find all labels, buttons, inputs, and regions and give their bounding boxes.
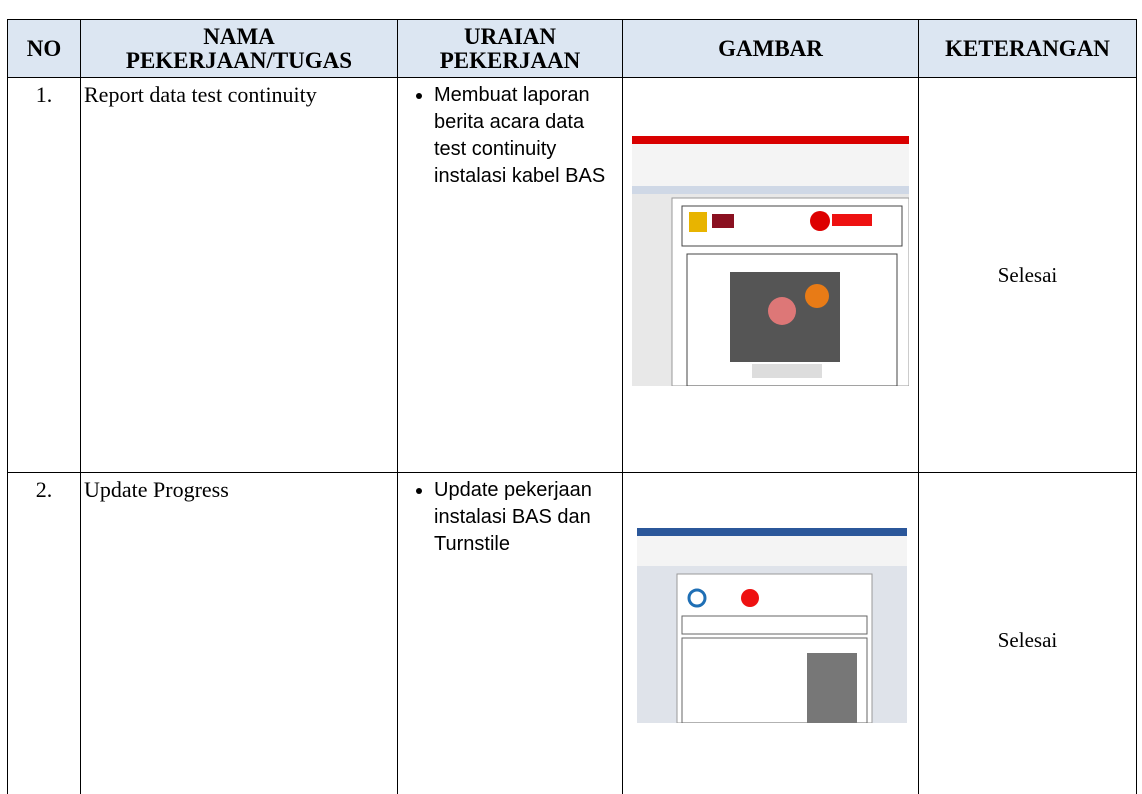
description-cell: Update pekerjaan instalasi BAS dan Turns… (397, 472, 623, 794)
description-cell: Membuat laporan berita acara data test c… (397, 77, 623, 473)
status: Selesai (918, 77, 1137, 473)
description: Membuat laporan berita acara data test c… (434, 82, 622, 190)
image-cell (622, 472, 919, 794)
header-cell: NAMA PEKERJAAN/TUGAS (80, 19, 398, 78)
header-cell: URAIAN PEKERJAAN (397, 19, 623, 78)
row-number: 2. (7, 472, 81, 794)
screenshot-image (632, 136, 909, 386)
row-number: 1. (7, 77, 81, 473)
header-row: NO NAMA PEKERJAAN/TUGAS URAIAN PEKERJAAN… (7, 19, 1137, 78)
image-cell (622, 77, 919, 473)
row: 1. Report data test continuity Membuat l… (7, 77, 1137, 473)
description: Update pekerjaan instalasi BAS dan Turns… (434, 477, 622, 558)
header-cell: NO (7, 19, 81, 78)
status: Selesai (918, 472, 1137, 794)
task-name: Update Progress (80, 472, 398, 794)
task-name: Report data test continuity (80, 77, 398, 473)
row: 2. Update Progress Update pekerjaan inst… (7, 472, 1137, 794)
screenshot-image (637, 528, 907, 723)
header-cell: KETERANGAN (918, 19, 1137, 78)
header-cell: GAMBAR (622, 19, 919, 78)
task-table: NO NAMA PEKERJAAN/TUGAS URAIAN PEKERJAAN… (7, 19, 1137, 794)
